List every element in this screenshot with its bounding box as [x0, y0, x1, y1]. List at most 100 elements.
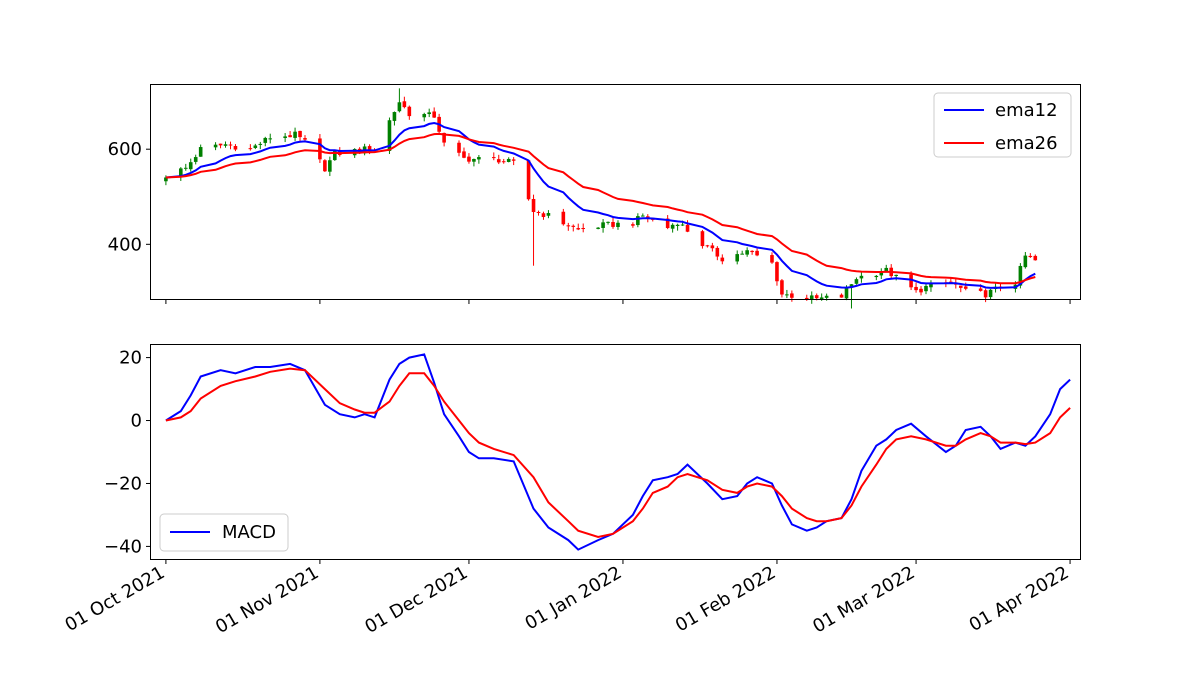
candle — [467, 153, 471, 164]
candle — [541, 211, 546, 220]
candle — [501, 158, 506, 164]
candle — [839, 293, 844, 298]
series-line-MACD — [165, 353, 1071, 551]
legend-label: ema26 — [995, 133, 1058, 154]
candle — [457, 140, 461, 157]
candle — [546, 210, 551, 219]
candle — [198, 144, 203, 157]
candle — [616, 220, 620, 230]
candle — [576, 223, 581, 231]
candle — [750, 250, 754, 255]
candle — [526, 160, 531, 201]
legend-label: MACD — [222, 522, 276, 543]
candle — [228, 141, 233, 150]
candle — [685, 220, 690, 233]
candle — [511, 157, 516, 166]
candle — [218, 143, 223, 149]
candle — [422, 112, 427, 122]
candle — [223, 141, 228, 148]
price-axes-frame — [150, 84, 1081, 300]
candle — [268, 133, 273, 144]
candle — [397, 88, 402, 113]
legend-label: ema12 — [995, 100, 1058, 121]
candle — [193, 154, 198, 165]
candle — [874, 274, 879, 281]
candle — [581, 223, 586, 233]
candle — [531, 194, 536, 266]
candle — [785, 289, 789, 299]
candle — [248, 144, 253, 151]
candle — [596, 227, 600, 230]
candle — [606, 221, 610, 225]
candle — [601, 219, 605, 233]
candle — [293, 127, 297, 141]
y-tick-label: −20 — [104, 473, 142, 494]
candle — [213, 142, 218, 151]
candle — [988, 289, 993, 300]
candle — [536, 210, 541, 216]
candle — [710, 242, 715, 252]
candle — [491, 152, 496, 161]
candle — [561, 208, 566, 226]
candle — [675, 223, 680, 231]
candle — [472, 158, 476, 167]
candle — [641, 213, 645, 217]
candle — [1023, 251, 1028, 269]
candle — [407, 105, 412, 120]
candle — [303, 135, 307, 141]
price-panel: 400 600 ema12 ema26 — [108, 84, 1081, 309]
candle — [233, 144, 238, 152]
candle — [392, 111, 397, 126]
candle — [318, 134, 322, 163]
candle — [506, 157, 511, 163]
candle — [665, 215, 670, 230]
candle — [183, 163, 188, 171]
series-line-ema12 — [165, 121, 1036, 289]
y-tick-label: 600 — [108, 139, 142, 160]
y-tick-label: 20 — [119, 348, 142, 369]
series-line-signal — [165, 367, 1071, 539]
macd-legend: MACD — [159, 513, 289, 552]
candle — [288, 131, 292, 138]
candle — [496, 154, 501, 165]
candle — [770, 252, 774, 264]
candle — [253, 143, 258, 150]
candle — [884, 264, 889, 272]
candle — [477, 155, 481, 164]
candle — [715, 246, 720, 261]
candle — [402, 96, 407, 109]
candle — [328, 156, 332, 177]
candle — [283, 133, 287, 143]
candle — [720, 254, 725, 265]
candle — [924, 283, 928, 295]
candle — [323, 159, 327, 172]
candle — [188, 158, 193, 172]
price-legend: ema12 ema26 — [933, 92, 1072, 158]
candle — [670, 223, 675, 233]
candle — [631, 222, 635, 228]
candle — [1033, 254, 1038, 261]
candle — [745, 247, 749, 257]
candle — [611, 217, 615, 229]
candle — [958, 285, 963, 293]
candle — [432, 107, 436, 118]
candle — [566, 222, 571, 231]
y-tick-label: 0 — [131, 411, 142, 432]
candle — [462, 147, 466, 159]
candle — [919, 286, 923, 296]
candle — [263, 136, 268, 147]
legend-box — [159, 513, 289, 552]
candle — [859, 271, 864, 283]
candle — [571, 224, 576, 232]
candle — [705, 244, 710, 248]
candle — [775, 261, 779, 286]
macd-axes-frame — [150, 344, 1081, 560]
y-tick-label: −40 — [104, 536, 142, 557]
candle — [854, 277, 859, 285]
candle — [700, 229, 705, 249]
candle — [879, 268, 884, 280]
candle — [735, 250, 740, 265]
candle — [387, 117, 392, 154]
candle — [258, 141, 263, 150]
